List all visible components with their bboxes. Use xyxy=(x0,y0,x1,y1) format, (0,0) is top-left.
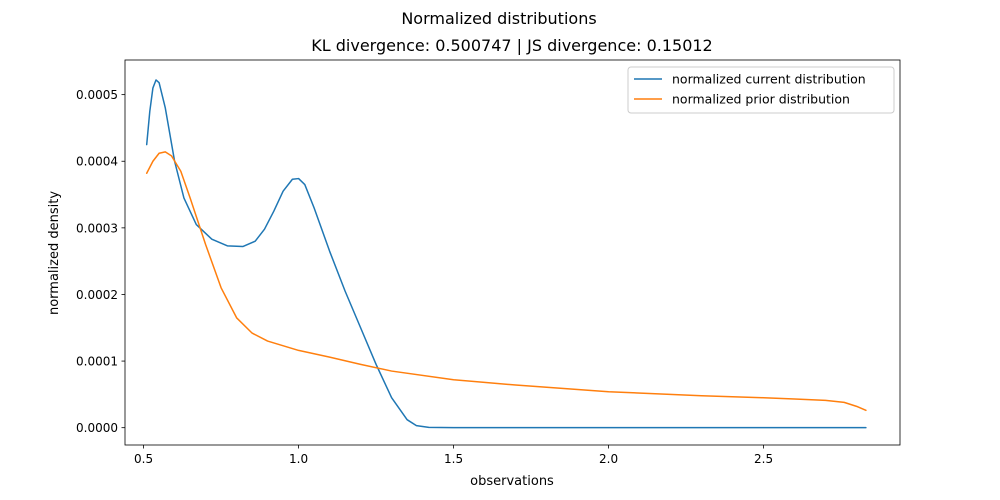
legend-label-2: normalized prior distribution xyxy=(672,92,850,107)
series-layer xyxy=(145,79,867,429)
chart-title: Normalized distributions xyxy=(401,9,596,28)
y-tick-label: 0.0005 xyxy=(76,88,118,102)
series-line-2 xyxy=(145,151,867,412)
x-tick-label: 1.0 xyxy=(289,452,308,466)
axes-layer: 0.5 1.0 1.5 2.0 2.5 0.0000 0.0001 0.0002 0.0003 0… xyxy=(76,59,901,466)
plot-background xyxy=(125,60,900,445)
y-axis-label: normalized density xyxy=(47,191,62,315)
y-tick-label: 0.0002 xyxy=(76,288,118,302)
y-tick-label: 0.0004 xyxy=(76,155,118,169)
plot-frame xyxy=(124,59,901,446)
legend-box xyxy=(627,66,895,114)
chart-subtitle: KL divergence: 0.500747 | JS divergence:… xyxy=(311,36,712,55)
y-tick-label: 0.0000 xyxy=(76,421,118,435)
x-tick-label: 2.0 xyxy=(599,452,618,466)
plot-area xyxy=(125,60,900,445)
x-axis-label: observations xyxy=(470,474,554,489)
y-tick-label: 0.0001 xyxy=(76,355,118,369)
x-tick-label: 1.5 xyxy=(444,452,463,466)
x-tick-label: 2.5 xyxy=(754,452,773,466)
legend-label-1: normalized current distribution xyxy=(672,72,866,87)
y-tick-label: 0.0003 xyxy=(76,221,118,235)
x-tick-label: 0.5 xyxy=(134,452,153,466)
legend: normalized current distribution normalize… xyxy=(627,66,895,114)
series-line-1 xyxy=(145,79,867,429)
